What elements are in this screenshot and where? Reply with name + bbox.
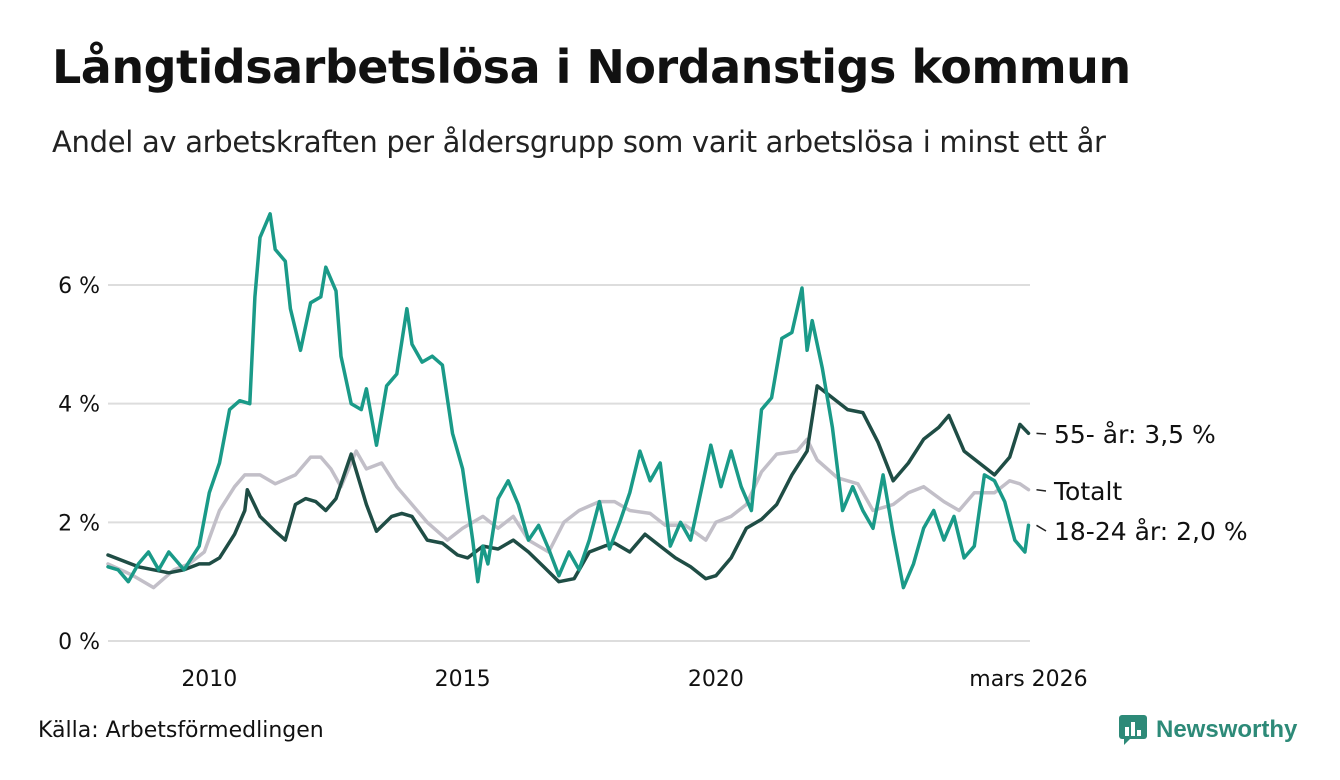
newsworthy-logo-icon xyxy=(1119,715,1147,745)
series-line xyxy=(106,437,1031,590)
y-tick-label: 2 % xyxy=(58,511,100,536)
label-leader-line xyxy=(1036,432,1047,435)
series-end-label: Totalt xyxy=(1053,477,1122,506)
y-tick-label: 6 % xyxy=(58,274,100,299)
series-line xyxy=(106,212,1031,590)
newsworthy-logo-text: Newsworthy xyxy=(1156,716,1298,743)
series-end-label: 18-24 år: 2,0 % xyxy=(1054,517,1248,546)
x-tick-label: 2010 xyxy=(181,667,237,692)
x-tick-label: 2015 xyxy=(435,667,491,692)
x-tick-label: 2020 xyxy=(688,667,744,692)
label-leader-line xyxy=(1036,488,1047,492)
newsworthy-logo[interactable]: Newsworthy xyxy=(1118,714,1297,746)
series-line xyxy=(106,384,1031,584)
chart-title: Långtidsarbetslösa i Nordanstigs kommun xyxy=(52,40,1131,94)
source-note: Källa: Arbetsförmedlingen xyxy=(38,718,324,743)
y-tick-label: 0 % xyxy=(58,630,100,655)
series-end-label: 55- år: 3,5 % xyxy=(1054,420,1216,449)
y-tick-label: 4 % xyxy=(58,393,100,418)
label-leader-line xyxy=(1036,524,1047,532)
line-chart: 0 % 2 % 4 % 6 % 2010 2015 2020 mars 2026 Totalt 5… xyxy=(58,212,1248,692)
x-tick-label: mars 2026 xyxy=(969,667,1087,692)
chart-subtitle: Andel av arbetskraften per åldersgrupp s… xyxy=(52,125,1106,159)
